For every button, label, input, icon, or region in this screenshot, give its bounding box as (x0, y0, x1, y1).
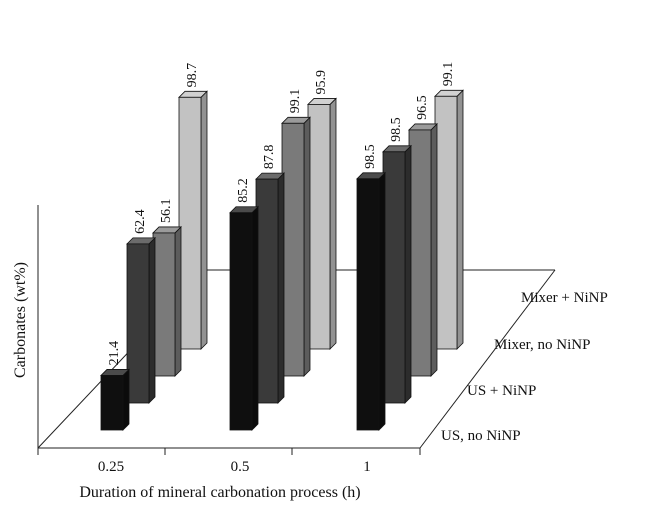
bar-value-label: 98.5 (363, 144, 378, 169)
bar: 99.1 (281, 89, 311, 377)
bar-front (255, 178, 279, 404)
series-label: US + NiNP (467, 383, 536, 399)
bar-group: 98.7 95.9 99.1 56.1 99.1 96.5 62.4 87.8 98.5 21.4… (100, 62, 464, 431)
bar-side (456, 89, 464, 350)
bar-front (281, 122, 305, 377)
x-tick-label: 0.5 (231, 459, 250, 475)
bar-value-label: 56.1 (159, 198, 174, 223)
bar-side (329, 97, 337, 350)
bar-front (100, 375, 124, 431)
bar-value-label: 85.2 (236, 178, 251, 203)
bar-side (277, 172, 285, 404)
y-axis-title: Carbonates (wt%) (12, 262, 29, 378)
bar-side (430, 122, 438, 377)
bar-value-label: 99.1 (288, 89, 303, 114)
bar-front (307, 104, 331, 350)
bar-value-label: 96.5 (415, 95, 430, 120)
bar-side (174, 225, 182, 377)
series-label: US, no NiNP (441, 428, 521, 444)
bar-side (404, 144, 412, 404)
floor-right-edge (419, 269, 556, 449)
bar-value-label: 62.4 (133, 209, 148, 234)
x-tick-label: 1 (363, 459, 371, 475)
bar-value-label: 95.9 (314, 70, 329, 95)
bar-front (178, 96, 202, 350)
bar: 95.9 (307, 70, 337, 350)
bar: 98.7 (178, 63, 208, 350)
x-axis-title: Duration of mineral carbonation process … (79, 484, 360, 501)
bar-value-label: 98.7 (185, 63, 200, 88)
series-label: Mixer, no NiNP (494, 337, 590, 353)
bar-side (148, 236, 156, 404)
bar: 21.4 (100, 341, 130, 431)
bar: 99.1 (434, 62, 464, 350)
bar-value-label: 87.8 (262, 145, 277, 170)
bar-front (408, 129, 432, 377)
bar: 96.5 (408, 95, 438, 377)
series-label: Mixer + NiNP (521, 290, 608, 306)
bar: 62.4 (126, 209, 156, 404)
bar-front (356, 178, 380, 431)
bar-side (200, 90, 208, 350)
bar: 98.5 (382, 117, 412, 404)
bar-side (122, 368, 130, 431)
bar-value-label: 99.1 (441, 62, 456, 87)
x-tick-label: 0.25 (98, 459, 124, 475)
bar-side (378, 171, 386, 431)
x-tick-labels: 0.25 0.5 1 (98, 459, 371, 475)
bar-front (229, 212, 253, 431)
bar-value-label: 98.5 (389, 117, 404, 142)
bar: 87.8 (255, 145, 285, 404)
bar-front (382, 151, 406, 404)
bar-front (434, 95, 458, 350)
bar-side (303, 116, 311, 377)
bar: 98.5 (356, 144, 386, 431)
bar: 85.2 (229, 178, 259, 431)
bar-front (152, 232, 176, 377)
series-depth-labels: US, no NiNP US + NiNP Mixer, no NiNP Mixer … (441, 290, 608, 444)
bar-front (126, 243, 150, 404)
bar-value-label: 21.4 (107, 341, 122, 366)
bar-side (251, 205, 259, 431)
bar: 56.1 (152, 198, 182, 377)
